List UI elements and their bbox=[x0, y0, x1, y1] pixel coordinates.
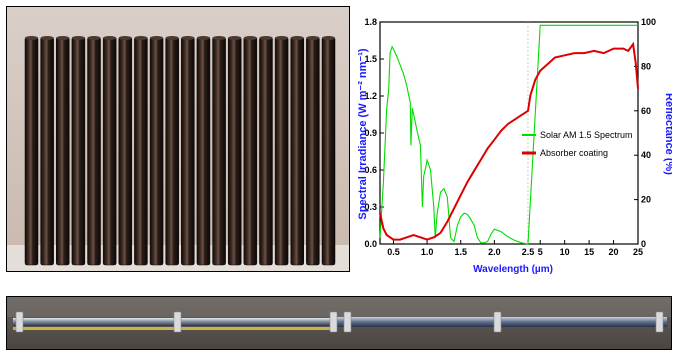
left-tick-label: 0.6 bbox=[364, 165, 377, 175]
left-tick-label: 1.8 bbox=[364, 17, 377, 27]
tube-top bbox=[181, 36, 195, 40]
tube-top bbox=[306, 36, 320, 40]
left-tick-label: 0.0 bbox=[364, 239, 377, 249]
absorber-tube bbox=[87, 36, 101, 266]
absorber-tube bbox=[71, 36, 86, 266]
left-axis-ticks: 0.0 0.3 0.6 0.9 1.2 1.5 1.8 bbox=[364, 17, 384, 249]
tube-top bbox=[196, 36, 210, 40]
right-tick-label: 80 bbox=[641, 61, 651, 71]
x-tick-label: 15 bbox=[584, 247, 594, 257]
tube-top bbox=[103, 36, 117, 40]
tube-top bbox=[25, 36, 38, 40]
left-tick-label: 0.3 bbox=[364, 202, 377, 212]
absorber-tube bbox=[165, 36, 179, 266]
tube-top bbox=[228, 36, 242, 40]
series-absorber-line bbox=[379, 41, 639, 241]
absorber-tube bbox=[212, 36, 226, 266]
x-axis-ticks: 0.5 1.0 1.5 2.0 2.5 5 10 15 20 25 bbox=[387, 240, 643, 257]
x-tick-label: 5 bbox=[538, 247, 543, 257]
tube-top bbox=[243, 36, 257, 40]
right-tick-label: 100 bbox=[641, 17, 656, 27]
series-group bbox=[379, 24, 639, 245]
receiver-pipe-left bbox=[13, 318, 333, 326]
tube-top bbox=[212, 36, 226, 40]
absorber-tube bbox=[259, 36, 273, 266]
tube-top bbox=[259, 36, 273, 40]
right-tick-label: 60 bbox=[641, 106, 651, 116]
pipe-clamp bbox=[15, 311, 24, 333]
legend: Solar AM 1.5 Spectrum Absorber coating bbox=[522, 130, 633, 158]
y-axis-left-label: Spectral Irradiance (W m⁻² nm⁻¹) bbox=[357, 48, 369, 219]
absorber-tube bbox=[181, 36, 195, 266]
x-tick-label: 0.5 bbox=[387, 247, 400, 257]
clamp-group bbox=[15, 311, 664, 333]
legend-label-absorber: Absorber coating bbox=[540, 148, 608, 158]
absorber-tubes-drawing bbox=[7, 7, 349, 271]
pipe-clamp bbox=[329, 311, 338, 333]
ground-upper bbox=[7, 297, 671, 317]
x-axis-label: Wavelength (µm) bbox=[473, 264, 553, 275]
tube-top bbox=[322, 36, 335, 40]
tube-top bbox=[56, 36, 70, 40]
absorber-tube bbox=[243, 36, 258, 266]
absorber-tubes-photo bbox=[6, 6, 350, 272]
series-solar-line bbox=[379, 24, 638, 245]
spectral-chart: 0.0 0.3 0.6 0.9 1.2 1.5 1.8 0 20 40 60 80 100 0.5 1.… bbox=[357, 17, 672, 275]
left-tick-label: 1.5 bbox=[364, 54, 377, 64]
tube-top bbox=[118, 36, 132, 40]
pipe-clamp bbox=[173, 311, 182, 333]
right-axis-ticks: 0 20 40 60 80 100 bbox=[634, 17, 656, 249]
y-axis-right-label: Reflectance (%) bbox=[663, 93, 672, 175]
tube-top bbox=[87, 36, 101, 40]
absorber-tube bbox=[102, 36, 117, 266]
absorber-tube bbox=[306, 36, 320, 266]
right-tick-label: 40 bbox=[641, 150, 651, 160]
x-tick-label: 2.0 bbox=[488, 247, 501, 257]
tube-group bbox=[24, 36, 336, 266]
tube-top bbox=[71, 36, 85, 40]
support-rod bbox=[13, 327, 333, 330]
absorber-tube bbox=[40, 36, 54, 266]
tube-top bbox=[165, 36, 179, 40]
tube-top bbox=[290, 36, 304, 40]
right-tick-label: 20 bbox=[641, 195, 651, 205]
x-tick-label: 2.5 bbox=[522, 247, 535, 257]
receiver-tube-photo bbox=[6, 296, 672, 350]
tube-top bbox=[40, 36, 54, 40]
x-tick-label: 1.5 bbox=[454, 247, 467, 257]
absorber-tube bbox=[321, 36, 336, 266]
absorber-tube bbox=[149, 36, 164, 266]
absorber-tube bbox=[196, 36, 211, 266]
left-tick-label: 0.9 bbox=[364, 128, 377, 138]
absorber-tube bbox=[227, 36, 242, 266]
absorber-tube bbox=[134, 36, 148, 266]
pipe-clamp bbox=[493, 311, 502, 333]
receiver-tube-drawing bbox=[7, 297, 671, 349]
plot-area bbox=[379, 21, 639, 245]
x-tick-label: 20 bbox=[609, 247, 619, 257]
absorber-tube bbox=[118, 36, 133, 266]
pipe-clamp bbox=[343, 311, 352, 333]
absorber-tube bbox=[56, 36, 70, 266]
x-tick-label: 1.0 bbox=[421, 247, 434, 257]
x-tick-label: 10 bbox=[560, 247, 570, 257]
x-tick-label: 25 bbox=[633, 247, 643, 257]
absorber-tube bbox=[24, 36, 39, 266]
absorber-tube bbox=[290, 36, 304, 266]
pipe-clamp bbox=[655, 311, 664, 333]
right-tick-label: 0 bbox=[641, 239, 646, 249]
legend-label-solar: Solar AM 1.5 Spectrum bbox=[540, 130, 633, 140]
absorber-tube bbox=[274, 36, 289, 266]
tube-top bbox=[134, 36, 148, 40]
tube-top bbox=[275, 36, 289, 40]
tube-top bbox=[150, 36, 164, 40]
left-tick-label: 1.2 bbox=[364, 91, 377, 101]
